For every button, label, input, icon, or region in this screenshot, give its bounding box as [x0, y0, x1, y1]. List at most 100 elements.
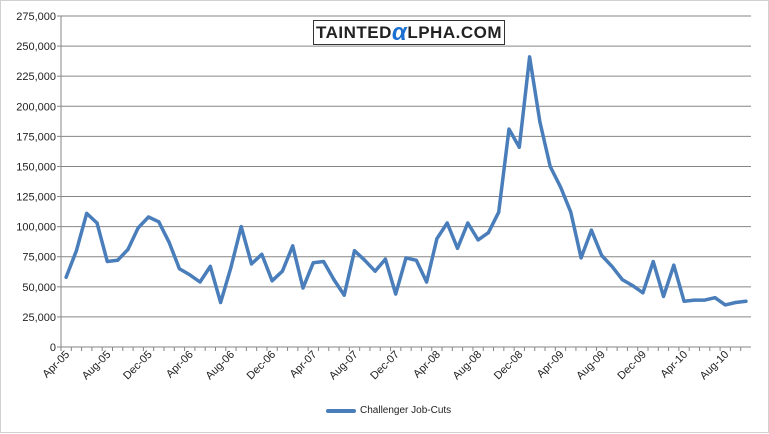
x-tick-label: Aug-08 — [451, 349, 485, 383]
x-tick-label: Apr-08 — [411, 349, 443, 381]
data-point — [404, 256, 408, 260]
data-point — [352, 249, 357, 253]
data-point — [445, 221, 449, 225]
x-tick-label: Dec-08 — [492, 349, 526, 383]
data-point — [188, 273, 192, 277]
data-point — [651, 259, 655, 264]
data-point — [342, 293, 346, 297]
data-point — [249, 262, 254, 266]
y-tick-label: 125,000 — [16, 192, 56, 204]
data-point — [301, 286, 305, 290]
y-tick-label: 175,000 — [16, 131, 56, 143]
legend-swatch — [326, 408, 356, 413]
logo-text-suffix: LPHA.COM — [407, 22, 502, 42]
logo-text: TAINTED — [316, 22, 392, 42]
data-point — [157, 220, 161, 224]
data-point — [527, 55, 532, 59]
x-tick-label: Aug-09 — [574, 349, 608, 383]
data-point — [497, 210, 501, 214]
x-tick-label: Apr-09 — [535, 349, 567, 381]
x-tick-label: Apr-05 — [40, 349, 72, 381]
x-tick-label: Dec-06 — [245, 349, 279, 383]
y-tick-label: 275,000 — [16, 11, 56, 23]
data-point — [661, 294, 666, 299]
data-point — [620, 277, 624, 282]
data-point — [311, 261, 315, 265]
data-point — [569, 210, 573, 214]
data-point — [373, 269, 377, 273]
x-tick-label: Apr-10 — [658, 349, 690, 381]
series-line — [64, 55, 748, 307]
data-point — [85, 211, 89, 215]
data-point — [723, 303, 727, 307]
data-point — [538, 120, 542, 124]
data-point — [64, 275, 68, 279]
data-point — [198, 280, 202, 284]
data-point — [270, 279, 274, 283]
y-tick-label: 75,000 — [22, 252, 56, 264]
y-tick-label: 250,000 — [16, 41, 56, 53]
x-tick-label: Aug-10 — [698, 349, 732, 383]
data-point — [383, 257, 388, 261]
data-point — [672, 263, 676, 267]
data-point — [167, 240, 171, 244]
data-point — [476, 238, 480, 242]
data-point — [208, 264, 212, 268]
watermark-logo: TAINTED α LPHA.COM — [313, 20, 505, 45]
data-point — [466, 221, 470, 225]
x-tick-label: Dec-07 — [368, 349, 402, 383]
data-point — [363, 258, 367, 262]
data-point — [703, 298, 707, 302]
y-tick-label: 25,000 — [22, 312, 56, 324]
y-tick-label: 150,000 — [16, 161, 56, 173]
data-point — [548, 164, 552, 169]
data-point — [507, 127, 511, 131]
x-tick-label: Dec-05 — [121, 349, 155, 383]
y-tick-label: 100,000 — [16, 222, 56, 234]
y-tick-label: 50,000 — [22, 282, 56, 294]
data-point — [105, 259, 109, 264]
data-point — [579, 256, 583, 260]
x-tick-label: Aug-06 — [203, 349, 237, 383]
data-point — [641, 291, 645, 295]
data-point — [692, 298, 696, 302]
x-tick-label: Aug-07 — [327, 349, 361, 383]
data-point — [177, 267, 182, 271]
data-point — [517, 145, 521, 149]
legend-label: Challenger Job-Cuts — [360, 405, 452, 416]
data-point — [733, 300, 738, 305]
data-point — [146, 215, 151, 219]
x-tick-label: Apr-07 — [288, 349, 320, 381]
data-point — [219, 300, 223, 305]
data-point — [291, 244, 295, 248]
y-tick-label: 200,000 — [16, 101, 56, 113]
data-point — [744, 299, 748, 303]
data-point — [136, 226, 140, 230]
y-tick-label: 225,000 — [16, 71, 56, 83]
data-point — [610, 264, 614, 268]
data-point — [280, 269, 285, 273]
data-point — [260, 252, 264, 256]
logo-alpha: α — [391, 18, 408, 46]
data-point — [322, 259, 326, 264]
data-point — [394, 292, 398, 296]
data-point — [332, 277, 336, 282]
data-point — [600, 253, 604, 258]
data-point — [116, 258, 120, 262]
data-point — [239, 225, 243, 229]
data-point — [455, 246, 460, 250]
data-point — [229, 265, 233, 270]
data-point — [630, 284, 635, 288]
data-point — [424, 280, 429, 284]
data-point — [126, 247, 130, 252]
data-point — [414, 258, 418, 262]
x-tick-label: Apr-06 — [164, 349, 196, 381]
data-point — [589, 228, 593, 232]
data-point — [682, 299, 686, 303]
data-point — [74, 249, 79, 253]
data-point — [435, 237, 439, 241]
legend: Challenger Job-Cuts — [326, 405, 451, 416]
data-point — [95, 221, 99, 225]
